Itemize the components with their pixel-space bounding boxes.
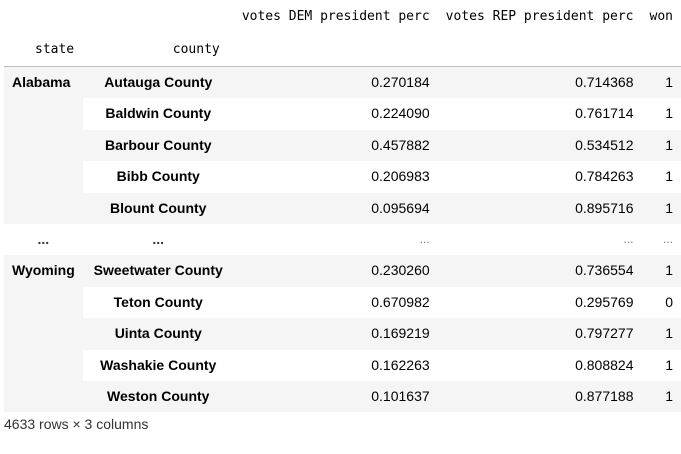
header-blank	[641, 34, 681, 67]
table-shape-caption: 4633 rows × 3 columns	[4, 416, 149, 432]
county-label: Teton County	[82, 286, 234, 319]
dem-value: 0.270184	[233, 66, 438, 99]
rep-value: 0.797277	[437, 318, 642, 350]
header-blank	[4, 0, 83, 34]
county-label: Blount County	[82, 192, 234, 225]
county-label: Sweetwater County	[82, 255, 234, 287]
ellipsis-state: ...	[4, 224, 83, 256]
won-value: 1	[641, 129, 681, 162]
county-label: Uinta County	[82, 318, 234, 350]
won-value: 1	[641, 318, 681, 350]
won-value: 1	[641, 98, 681, 130]
table-header: votes DEM president perc votes REP presi…	[4, 0, 681, 67]
ellipsis-dem: ...	[233, 224, 438, 256]
header-blank-county	[83, 0, 234, 34]
won-value: 1	[641, 161, 681, 193]
won-value: 1	[641, 192, 681, 225]
rep-value: 0.761714	[437, 98, 642, 130]
table-row: Alabama Autauga County 0.270184 0.714368…	[4, 66, 681, 225]
won-value: 1	[641, 349, 681, 382]
dataframe-table: votes DEM president perc votes REP presi…	[4, 0, 681, 413]
table-row: Uinta County 0.169219 0.797277 1	[4, 318, 681, 350]
won-value: 1	[641, 255, 681, 287]
table-body: Alabama Autauga County 0.270184 0.714368…	[4, 66, 681, 413]
index-header-county: county	[82, 34, 234, 67]
rep-value: 0.534512	[437, 129, 642, 162]
state-label: Wyoming	[4, 255, 83, 413]
ellipsis-county: ...	[82, 224, 234, 256]
rep-value: 0.714368	[437, 66, 642, 99]
table-row: Baldwin County 0.224090 0.761714 1	[4, 98, 681, 130]
table-row: Barbour County 0.457882 0.534512 1	[4, 129, 681, 162]
dem-value: 0.230260	[233, 255, 438, 287]
state-label: Alabama	[4, 66, 83, 225]
header-blank	[233, 34, 438, 67]
column-header-rep: votes REP president perc	[445, 9, 634, 24]
rep-value: 0.877188	[437, 381, 642, 413]
dem-value: 0.457882	[233, 129, 438, 162]
table-row: Blount County 0.095694 0.895716 1	[4, 192, 681, 225]
dem-value: 0.095694	[233, 192, 438, 225]
rep-value: 0.895716	[437, 192, 642, 225]
table-row: Wyoming Sweetwater County 0.230260 0.736…	[4, 255, 681, 413]
won-value: 1	[641, 381, 681, 413]
header-blank	[437, 34, 642, 67]
dem-value: 0.206983	[233, 161, 438, 193]
table-row: Teton County 0.670982 0.295769 0	[4, 286, 681, 319]
index-header-row: state county	[4, 34, 681, 67]
table-row: Bibb County 0.206983 0.784263 1	[4, 161, 681, 193]
county-label: Baldwin County	[82, 98, 234, 130]
dem-value: 0.169219	[233, 318, 438, 350]
ellipsis-won: ...	[641, 224, 681, 256]
ellipsis-rep: ...	[437, 224, 642, 256]
column-header-won: won	[649, 9, 673, 24]
county-label: Bibb County	[82, 161, 234, 193]
county-label: Weston County	[82, 381, 234, 413]
dem-value: 0.224090	[233, 98, 438, 130]
dem-value: 0.670982	[233, 286, 438, 319]
rep-value: 0.808824	[437, 349, 642, 382]
ellipsis-row: ... ... ... ... ...	[4, 224, 681, 256]
column-header-dem: votes DEM president perc	[241, 9, 430, 24]
table-row: Weston County 0.101637 0.877188 1	[4, 381, 681, 413]
table-row: Washakie County 0.162263 0.808824 1	[4, 349, 681, 382]
county-label: Washakie County	[82, 349, 234, 382]
county-label: Autauga County	[82, 66, 234, 99]
won-value: 1	[641, 66, 681, 99]
won-value: 0	[641, 286, 681, 319]
rep-value: 0.784263	[437, 161, 642, 193]
column-header-row: votes DEM president perc votes REP presi…	[4, 0, 681, 34]
county-label: Barbour County	[82, 129, 234, 162]
rep-value: 0.736554	[437, 255, 642, 287]
rep-value: 0.295769	[437, 286, 642, 319]
dem-value: 0.162263	[233, 349, 438, 382]
dem-value: 0.101637	[233, 381, 438, 413]
index-header-state: state	[4, 34, 83, 67]
